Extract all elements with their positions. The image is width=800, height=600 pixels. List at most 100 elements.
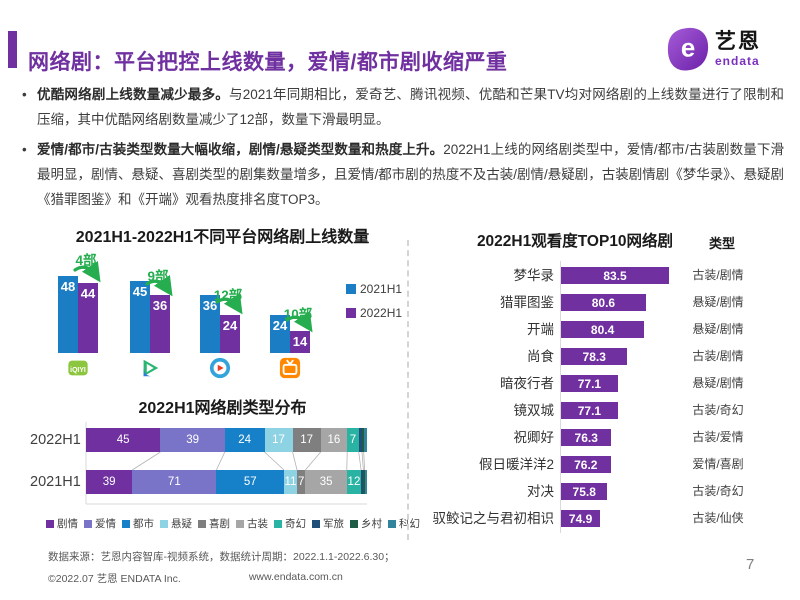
segment-乡村-2021H1 (363, 470, 365, 494)
segment-爱情-2022H1: 39 (160, 428, 225, 452)
bullet-2-lead: 爱情/都市/古装类型数量大幅收缩，剧情/悬疑类型数量和热度上升。 (37, 142, 444, 157)
segment-都市-2022H1: 24 (224, 428, 265, 452)
top10-title-6: 镜双城 (513, 403, 555, 418)
top10-title-1: 梦华录 (513, 268, 555, 283)
svg-text:iQIYI: iQIYI (70, 367, 86, 374)
svg-text:e: e (681, 35, 695, 63)
legend-item-悬疑: 悬疑 (160, 516, 192, 531)
segment-爱情-2021H1: 71 (132, 470, 217, 494)
top10-genre-4: 古装/剧情 (692, 349, 744, 363)
bar-value-label: 36 (202, 298, 218, 314)
top10-bar-7: 76.3 (561, 429, 612, 446)
row-label-2021H1: 2021H1 (30, 474, 81, 490)
bar-value-label: 45 (132, 284, 148, 299)
bullet-1-lead: 优酷网络剧上线数量减少最多。 (37, 87, 230, 102)
bullet-1: 优酷网络剧上线数量减少最多。与2021年同期相比，爱奇艺、腾讯视频、优酷和芒果T… (22, 82, 784, 132)
youku-icon (209, 357, 231, 379)
segment-奇幻-2022H1: 7 (347, 428, 359, 452)
top10-genre-10: 古装/仙侠 (692, 511, 744, 525)
legend-item-剧情: 剧情 (46, 516, 78, 531)
platform-launch-chart: 2021H1-2022H1不同平台网络剧上线数量 2021H1 2022H1 4… (30, 220, 415, 392)
legend-label-2021h1: 2021H1 (360, 282, 403, 296)
legend-swatch-乡村 (350, 519, 358, 528)
legend-swatch-剧情 (46, 519, 54, 528)
genre-column-header: 类型 (708, 236, 735, 251)
top10-chart-title: 2022H1观看度TOP10网络剧 (476, 233, 674, 250)
bar-value-label: 24 (222, 317, 238, 333)
legend-label-奇幻: 奇幻 (285, 518, 306, 530)
legend-item-科幻: 科幻 (388, 516, 420, 531)
genre-chart-legend: 剧情 爱情 都市 悬疑 喜剧 古装 奇幻 军旅 乡村 科幻 (46, 516, 420, 531)
bar-value-label: 44 (80, 285, 96, 301)
top10-bar-10: 74.9 (561, 510, 601, 527)
top10-title-9: 对决 (527, 484, 554, 499)
segment-都市-2021H1: 57 (216, 470, 284, 494)
segment-军旅-2021H1 (361, 470, 364, 494)
data-source-note: 数据来源：艺恩内容智库-视频系统，数据统计周期：2022.1.1-2022.6.… (48, 551, 395, 563)
bullet-2-rest: 2022H1上线的网络剧类型中，爱情/都市/古装剧数量下滑最明显，剧情、悬疑、喜… (37, 142, 785, 207)
top10-genre-9: 古装/奇幻 (692, 484, 744, 498)
legend-swatch-爱情 (84, 519, 92, 528)
segment-乡村-2022H1 (362, 428, 364, 452)
brand-sub: endata (715, 54, 760, 68)
decrease-arrow-icon (214, 293, 248, 322)
copyright-text: ©2022.07 艺恩 ENDATA Inc. (48, 573, 181, 585)
legend-item-喜剧: 喜剧 (198, 516, 230, 531)
bar-2022H1-爱奇艺 (78, 282, 98, 353)
top10-genre-5: 悬疑/剧情 (692, 376, 744, 390)
bar-2021H1-芒果TV (270, 314, 290, 353)
legend-label-剧情: 剧情 (57, 518, 78, 530)
legend-item-古装: 古装 (236, 516, 268, 531)
website-link[interactable]: www.endata.com.cn (248, 571, 343, 583)
top10-title-4: 尚食 (527, 349, 554, 364)
legend-item-奇幻: 奇幻 (274, 516, 306, 531)
legend-swatch-悬疑 (160, 519, 168, 528)
bullet-2: 爱情/都市/古装类型数量大幅收缩，剧情/悬疑类型数量和热度上升。2022H1上线… (22, 137, 784, 212)
footer-copyright-row: ©2022.07 艺恩 ENDATA Inc. www.endata.com.c… (48, 571, 343, 586)
bar-value-label: 24 (272, 317, 288, 333)
legend-label-古装: 古装 (247, 518, 268, 530)
top10-bar-9: 75.8 (561, 483, 608, 500)
top10-bar-6: 77.1 (561, 402, 618, 419)
mango-tv-icon (279, 357, 301, 379)
legend-label-军旅: 军旅 (323, 518, 344, 530)
endata-logo: e 艺恩 endata (666, 26, 761, 72)
top10-genre-2: 悬疑/剧情 (692, 295, 744, 309)
bar-2021H1-腾讯视频 (130, 281, 150, 353)
legend-swatch-2022h1 (346, 308, 356, 318)
decrease-arrow-icon (72, 261, 106, 290)
title-accent-bar (8, 31, 17, 68)
bar-value-label: 48 (60, 279, 76, 295)
legend-item-爱情: 爱情 (84, 516, 116, 531)
legend-item-乡村: 乡村 (350, 516, 382, 531)
top10-genre-1: 古装/剧情 (692, 268, 744, 282)
segment-悬疑-2022H1: 17 (264, 428, 293, 452)
legend-label-2022h1: 2022H1 (360, 306, 403, 320)
bar-2021H1-爱奇艺 (58, 276, 78, 353)
page-title: 网络剧：平台把控上线数量，爱情/都市剧收缩严重 (28, 51, 508, 75)
legend-label-都市: 都市 (133, 518, 154, 530)
top10-bar-1: 83.5 (561, 267, 669, 284)
brand-name: 艺恩 (715, 30, 761, 53)
top10-axis-line (560, 261, 561, 533)
top10-title-2: 猎罪图鉴 (500, 295, 554, 310)
iqiyi-icon: iQIYI (67, 357, 89, 379)
endata-logo-icon: e (667, 27, 709, 71)
bar-2022H1-优酷 (220, 314, 240, 353)
segment-古装-2022H1: 16 (320, 428, 348, 452)
summary-bullets: 优酷网络剧上线数量减少最多。与2021年同期相比，爱奇艺、腾讯视频、优酷和芒果T… (22, 82, 784, 217)
genre-distribution-chart: 2022H1网络剧类型分布 剧情 爱情 都市 悬疑 喜剧 古装 奇幻 军旅 乡村 科幻 2022H… (30, 392, 420, 547)
decrease-arrow-icon (284, 311, 318, 340)
legend-swatch-2021h1 (346, 284, 356, 294)
page-number: 7 (746, 556, 755, 573)
endata-logo-text: 艺恩 endata (715, 31, 761, 67)
legend-item-2022h1: 2022H1 (346, 306, 402, 320)
tencent-video-icon (139, 357, 161, 379)
legend-label-科幻: 科幻 (399, 518, 420, 530)
segment-悬疑-2021H1: 11 (284, 470, 298, 494)
legend-swatch-奇幻 (274, 519, 282, 528)
legend-item-2021h1: 2021H1 (346, 282, 402, 296)
top10-genre-3: 悬疑/剧情 (692, 322, 744, 336)
legend-swatch-喜剧 (198, 519, 206, 528)
